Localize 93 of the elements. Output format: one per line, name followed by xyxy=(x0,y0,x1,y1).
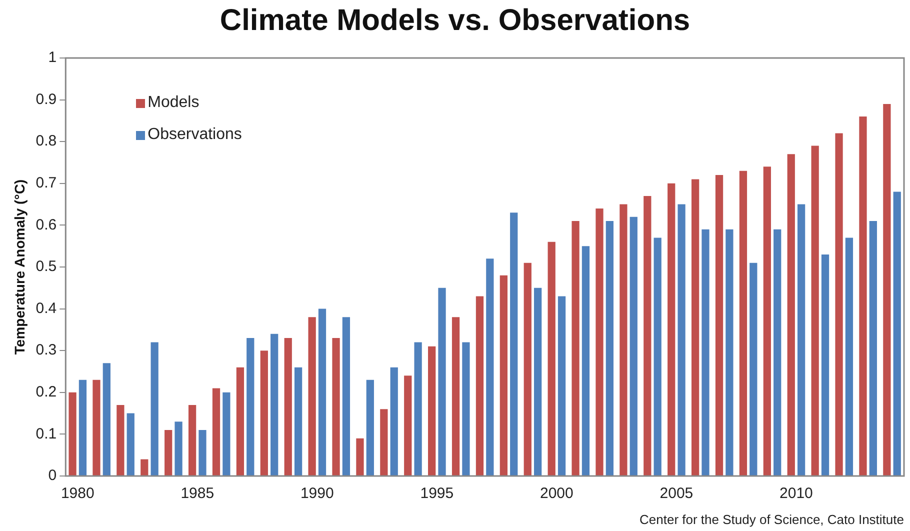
bar xyxy=(582,246,590,476)
bar xyxy=(452,317,460,476)
y-tick-label: 0.4 xyxy=(36,300,57,317)
bar xyxy=(835,133,843,476)
bar xyxy=(428,346,436,476)
bar xyxy=(294,367,302,476)
legend-label: Observations xyxy=(148,126,242,144)
y-tick-label: 0 xyxy=(48,467,57,484)
x-tick-label: 1995 xyxy=(420,485,454,502)
x-tick-label: 2010 xyxy=(780,485,813,502)
legend-label: Models xyxy=(148,94,200,112)
x-tick-label: 1980 xyxy=(60,485,94,502)
bar xyxy=(739,170,748,476)
bar xyxy=(620,204,628,476)
y-tick-label: 0.8 xyxy=(36,132,57,150)
bar xyxy=(68,392,76,476)
bar xyxy=(869,221,877,476)
bar xyxy=(750,262,758,476)
bar xyxy=(678,204,686,476)
y-tick-label: 0.1 xyxy=(36,425,57,442)
bar xyxy=(404,376,412,476)
bar xyxy=(438,288,446,476)
y-tick-label: 0.2 xyxy=(36,384,57,401)
bar xyxy=(691,179,700,476)
bar xyxy=(246,338,254,476)
bar xyxy=(236,367,244,476)
bar xyxy=(702,229,710,476)
bar xyxy=(78,380,87,476)
bar xyxy=(380,409,388,476)
bar xyxy=(414,342,422,476)
y-tick-label: 1 xyxy=(48,49,57,66)
bar xyxy=(308,317,316,476)
bar xyxy=(558,296,566,476)
bar xyxy=(260,350,268,476)
bar xyxy=(126,413,134,476)
bar xyxy=(150,342,158,476)
bar xyxy=(102,363,110,476)
text: Center for the Study of Science, Cato Institute xyxy=(640,512,904,527)
x-tick-label: 2000 xyxy=(540,485,574,502)
bar xyxy=(715,175,724,476)
bar xyxy=(500,275,508,476)
bar xyxy=(893,192,901,476)
bar xyxy=(332,338,340,476)
bar xyxy=(644,196,652,476)
bar xyxy=(212,388,220,476)
bar xyxy=(356,438,364,476)
bar xyxy=(174,422,182,476)
bar xyxy=(726,229,734,476)
bar xyxy=(654,238,662,476)
bar xyxy=(606,221,614,476)
x-tick-label: 1990 xyxy=(300,485,334,502)
y-tick-label: 0.7 xyxy=(36,174,57,192)
bar xyxy=(164,430,172,476)
bar xyxy=(859,116,867,476)
bar xyxy=(845,238,854,476)
bar xyxy=(596,208,604,476)
bar xyxy=(462,342,470,476)
bar xyxy=(222,392,230,476)
x-tick-label: 2005 xyxy=(660,485,694,502)
bar xyxy=(390,367,398,476)
y-tick-label: 0.5 xyxy=(36,258,57,276)
bar xyxy=(318,308,326,476)
bar xyxy=(188,404,196,476)
bar xyxy=(548,242,556,476)
bar xyxy=(524,262,532,476)
bar xyxy=(270,334,278,476)
y-tick-label: 0.9 xyxy=(36,90,57,108)
x-tick-label: 1985 xyxy=(180,485,214,502)
bar xyxy=(198,430,206,476)
bar xyxy=(476,296,484,476)
bar xyxy=(572,221,580,476)
bar xyxy=(366,380,374,476)
bar xyxy=(534,288,542,476)
bar xyxy=(668,183,676,476)
bar xyxy=(116,404,124,476)
bar xyxy=(883,104,891,476)
bar xyxy=(510,212,518,476)
bar xyxy=(486,258,494,476)
bar xyxy=(140,459,148,476)
y-tick-label: 0.3 xyxy=(36,342,57,359)
bar xyxy=(774,229,782,476)
bar xyxy=(92,380,100,476)
bar xyxy=(342,317,350,476)
bar xyxy=(821,254,830,476)
chart-title: Climate Models vs. Observations xyxy=(218,4,692,38)
bar xyxy=(763,166,771,476)
bar xyxy=(797,204,806,476)
bar xyxy=(787,154,795,476)
y-axis-title: Temperature Anomaly (°C) xyxy=(11,179,28,355)
bar xyxy=(811,146,819,476)
y-tick-label: 0.6 xyxy=(36,216,57,234)
bar xyxy=(284,338,292,476)
bar xyxy=(630,216,638,476)
